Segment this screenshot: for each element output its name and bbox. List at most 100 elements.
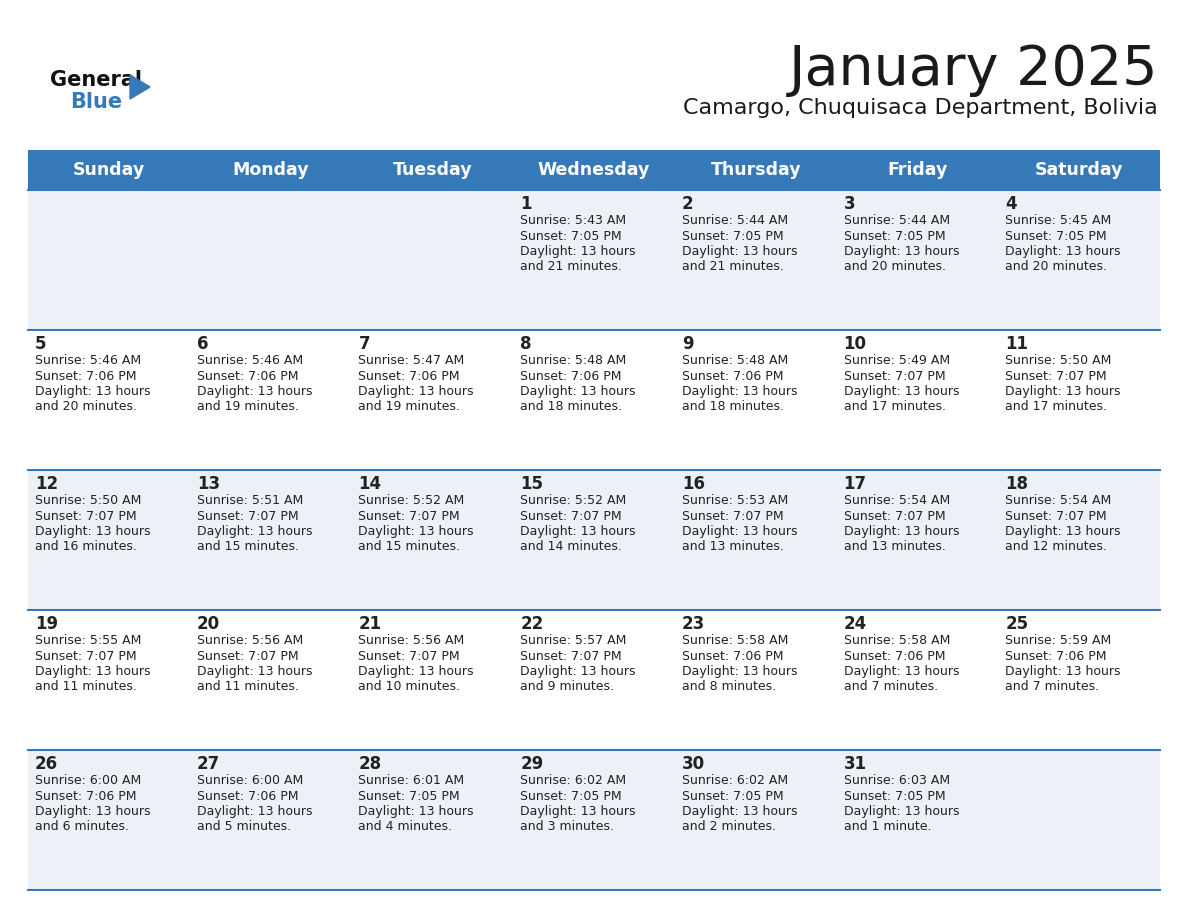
- Text: Daylight: 13 hours: Daylight: 13 hours: [682, 385, 797, 398]
- Text: Sunrise: 5:54 AM: Sunrise: 5:54 AM: [1005, 494, 1112, 507]
- Text: Daylight: 13 hours: Daylight: 13 hours: [843, 385, 959, 398]
- Text: Sunset: 7:05 PM: Sunset: 7:05 PM: [682, 230, 783, 242]
- Text: and 15 minutes.: and 15 minutes.: [197, 541, 298, 554]
- Text: and 8 minutes.: and 8 minutes.: [682, 680, 776, 693]
- Text: Sunset: 7:07 PM: Sunset: 7:07 PM: [520, 509, 621, 522]
- Text: 15: 15: [520, 475, 543, 493]
- Text: and 2 minutes.: and 2 minutes.: [682, 821, 776, 834]
- Text: and 14 minutes.: and 14 minutes.: [520, 541, 623, 554]
- Text: Daylight: 13 hours: Daylight: 13 hours: [843, 805, 959, 818]
- Text: Sunrise: 5:43 AM: Sunrise: 5:43 AM: [520, 214, 626, 227]
- Text: Sunset: 7:05 PM: Sunset: 7:05 PM: [682, 789, 783, 802]
- Text: 22: 22: [520, 615, 543, 633]
- Text: 30: 30: [682, 755, 704, 773]
- Text: Daylight: 13 hours: Daylight: 13 hours: [1005, 385, 1120, 398]
- Bar: [29, 610, 1159, 750]
- Text: 17: 17: [843, 475, 867, 493]
- Text: January 2025: January 2025: [789, 43, 1158, 97]
- Text: Sunrise: 5:54 AM: Sunrise: 5:54 AM: [843, 494, 950, 507]
- Text: Sunrise: 5:49 AM: Sunrise: 5:49 AM: [843, 354, 949, 367]
- Bar: [29, 190, 1159, 330]
- Text: 29: 29: [520, 755, 543, 773]
- Text: Sunset: 7:05 PM: Sunset: 7:05 PM: [1005, 230, 1107, 242]
- Text: and 20 minutes.: and 20 minutes.: [843, 261, 946, 274]
- Text: and 1 minute.: and 1 minute.: [843, 821, 931, 834]
- Text: Sunset: 7:07 PM: Sunset: 7:07 PM: [359, 650, 460, 663]
- Text: and 21 minutes.: and 21 minutes.: [682, 261, 784, 274]
- Text: Daylight: 13 hours: Daylight: 13 hours: [520, 665, 636, 678]
- Text: Daylight: 13 hours: Daylight: 13 hours: [1005, 245, 1120, 258]
- Text: Sunrise: 5:51 AM: Sunrise: 5:51 AM: [197, 494, 303, 507]
- Text: Sunset: 7:07 PM: Sunset: 7:07 PM: [34, 509, 137, 522]
- Text: and 7 minutes.: and 7 minutes.: [843, 680, 937, 693]
- Text: Sunrise: 5:48 AM: Sunrise: 5:48 AM: [682, 354, 788, 367]
- Text: Sunset: 7:07 PM: Sunset: 7:07 PM: [34, 650, 137, 663]
- Text: Sunset: 7:06 PM: Sunset: 7:06 PM: [520, 370, 621, 383]
- Text: Sunrise: 5:53 AM: Sunrise: 5:53 AM: [682, 494, 788, 507]
- Text: Sunrise: 5:50 AM: Sunrise: 5:50 AM: [34, 494, 141, 507]
- Text: Daylight: 13 hours: Daylight: 13 hours: [197, 805, 312, 818]
- Text: 14: 14: [359, 475, 381, 493]
- Text: Sunset: 7:05 PM: Sunset: 7:05 PM: [359, 789, 460, 802]
- Text: and 16 minutes.: and 16 minutes.: [34, 541, 137, 554]
- Text: Daylight: 13 hours: Daylight: 13 hours: [520, 525, 636, 538]
- Text: 7: 7: [359, 335, 369, 353]
- Text: Sunset: 7:07 PM: Sunset: 7:07 PM: [1005, 370, 1107, 383]
- Text: Sunset: 7:06 PM: Sunset: 7:06 PM: [34, 789, 137, 802]
- Text: Monday: Monday: [233, 161, 309, 179]
- Text: Saturday: Saturday: [1035, 161, 1124, 179]
- Text: and 18 minutes.: and 18 minutes.: [520, 400, 623, 413]
- Bar: [29, 470, 1159, 610]
- Text: Daylight: 13 hours: Daylight: 13 hours: [359, 525, 474, 538]
- Text: Sunset: 7:05 PM: Sunset: 7:05 PM: [520, 789, 621, 802]
- Text: Sunrise: 5:46 AM: Sunrise: 5:46 AM: [197, 354, 303, 367]
- Text: Sunset: 7:07 PM: Sunset: 7:07 PM: [843, 509, 946, 522]
- Text: Sunset: 7:05 PM: Sunset: 7:05 PM: [843, 789, 946, 802]
- Text: Sunset: 7:07 PM: Sunset: 7:07 PM: [197, 650, 298, 663]
- Text: and 3 minutes.: and 3 minutes.: [520, 821, 614, 834]
- Text: Sunset: 7:06 PM: Sunset: 7:06 PM: [682, 650, 783, 663]
- Text: Daylight: 13 hours: Daylight: 13 hours: [682, 525, 797, 538]
- Text: Sunset: 7:06 PM: Sunset: 7:06 PM: [359, 370, 460, 383]
- Text: Daylight: 13 hours: Daylight: 13 hours: [359, 805, 474, 818]
- Text: Friday: Friday: [887, 161, 948, 179]
- Text: Daylight: 13 hours: Daylight: 13 hours: [197, 665, 312, 678]
- Bar: [29, 750, 1159, 890]
- Text: 31: 31: [843, 755, 867, 773]
- Text: and 6 minutes.: and 6 minutes.: [34, 821, 129, 834]
- Text: 27: 27: [197, 755, 220, 773]
- Text: 21: 21: [359, 615, 381, 633]
- Text: Daylight: 13 hours: Daylight: 13 hours: [34, 805, 151, 818]
- Text: Sunrise: 5:59 AM: Sunrise: 5:59 AM: [1005, 634, 1112, 647]
- Text: Blue: Blue: [70, 92, 122, 112]
- Text: 10: 10: [843, 335, 866, 353]
- Text: Daylight: 13 hours: Daylight: 13 hours: [34, 385, 151, 398]
- Text: Sunrise: 6:03 AM: Sunrise: 6:03 AM: [843, 774, 949, 787]
- Bar: [29, 150, 1159, 190]
- Text: Sunrise: 5:56 AM: Sunrise: 5:56 AM: [359, 634, 465, 647]
- Text: Daylight: 13 hours: Daylight: 13 hours: [843, 665, 959, 678]
- Text: Sunrise: 5:52 AM: Sunrise: 5:52 AM: [520, 494, 626, 507]
- Text: Sunrise: 5:47 AM: Sunrise: 5:47 AM: [359, 354, 465, 367]
- Text: Sunrise: 5:56 AM: Sunrise: 5:56 AM: [197, 634, 303, 647]
- Text: Sunset: 7:06 PM: Sunset: 7:06 PM: [843, 650, 946, 663]
- Text: Daylight: 13 hours: Daylight: 13 hours: [359, 665, 474, 678]
- Text: Sunset: 7:07 PM: Sunset: 7:07 PM: [843, 370, 946, 383]
- Text: Sunday: Sunday: [72, 161, 145, 179]
- Text: Wednesday: Wednesday: [538, 161, 650, 179]
- Text: and 20 minutes.: and 20 minutes.: [1005, 261, 1107, 274]
- Text: General: General: [50, 70, 143, 90]
- Text: Sunset: 7:05 PM: Sunset: 7:05 PM: [843, 230, 946, 242]
- Text: Daylight: 13 hours: Daylight: 13 hours: [520, 245, 636, 258]
- Text: 12: 12: [34, 475, 58, 493]
- Text: Daylight: 13 hours: Daylight: 13 hours: [197, 525, 312, 538]
- Text: 8: 8: [520, 335, 532, 353]
- Text: Sunrise: 5:45 AM: Sunrise: 5:45 AM: [1005, 214, 1112, 227]
- Text: Daylight: 13 hours: Daylight: 13 hours: [843, 245, 959, 258]
- Text: 20: 20: [197, 615, 220, 633]
- Text: and 19 minutes.: and 19 minutes.: [197, 400, 298, 413]
- Text: Sunrise: 6:02 AM: Sunrise: 6:02 AM: [520, 774, 626, 787]
- Text: Daylight: 13 hours: Daylight: 13 hours: [682, 245, 797, 258]
- Text: and 11 minutes.: and 11 minutes.: [34, 680, 137, 693]
- Text: Sunset: 7:07 PM: Sunset: 7:07 PM: [520, 650, 621, 663]
